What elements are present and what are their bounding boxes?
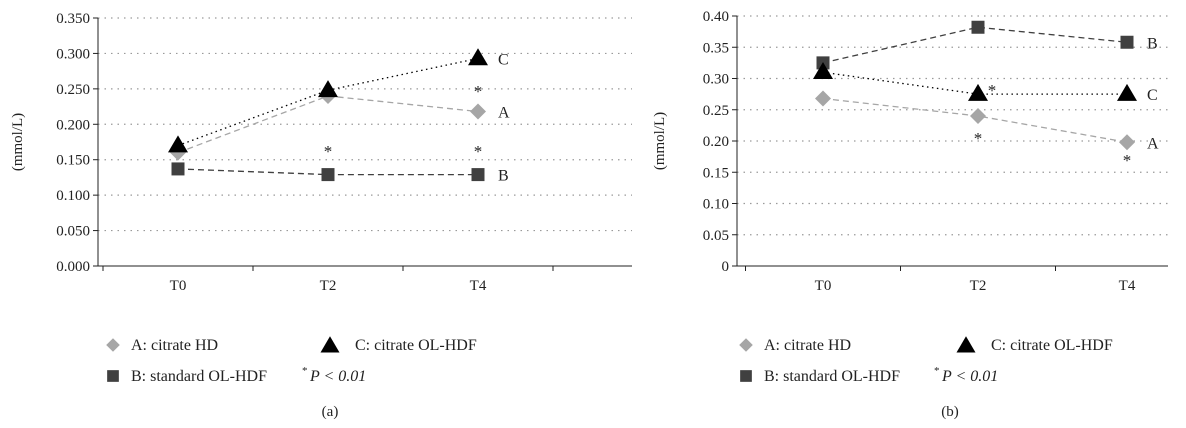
legend-triangle-icon — [956, 336, 976, 353]
series-end-label-C: C — [1147, 87, 1158, 104]
legend-diamond-icon — [739, 338, 753, 352]
data-point-C-T4 — [468, 48, 488, 66]
y-tick-label: 0.05 — [703, 228, 729, 244]
data-point-B-T2 — [321, 168, 335, 182]
series-line-C — [822, 71, 1127, 95]
series-end-label-B: B — [1147, 35, 1158, 52]
data-point-B-T4 — [471, 168, 485, 182]
legend-label: A: citrate HD — [764, 337, 851, 354]
y-tick-label: 0.30 — [703, 72, 729, 88]
data-point-A-T2 — [970, 108, 986, 124]
y-tick-label: 0.35 — [703, 40, 729, 56]
x-tick-label: T0 — [815, 278, 832, 294]
legend-triangle-icon — [320, 336, 340, 353]
data-point-B-T2 — [971, 20, 985, 34]
legend-diamond-icon — [106, 338, 120, 352]
legend-note-star: * — [302, 365, 308, 377]
x-tick-label: T2 — [970, 278, 987, 294]
y-tick-label: 0.250 — [56, 82, 90, 98]
series-end-label-C: C — [498, 51, 509, 68]
x-tick-label: T0 — [170, 278, 187, 294]
panel-label: (b) — [941, 404, 959, 420]
y-tick-label: 0.050 — [56, 224, 90, 240]
legend-note-star: * — [934, 365, 940, 377]
series-line-B — [822, 26, 1128, 64]
x-tick-label: T4 — [1119, 278, 1136, 294]
legend-square-icon — [107, 370, 119, 382]
data-point-B-T0 — [171, 162, 185, 176]
y-tick-label: 0.150 — [56, 153, 90, 169]
y-tick-label: 0.10 — [703, 197, 729, 213]
significance-star: * — [474, 142, 483, 161]
y-tick-label: 0.25 — [703, 103, 729, 119]
y-axis-label: (mmol/L) — [10, 113, 26, 171]
data-point-C-T0 — [813, 62, 833, 80]
significance-star: * — [974, 129, 983, 148]
series-end-label-A: A — [498, 105, 510, 122]
legend-label: A: citrate HD — [131, 337, 218, 354]
series-end-label-A: A — [1147, 135, 1159, 152]
significance-star: * — [324, 142, 333, 161]
x-tick-label: T4 — [470, 278, 487, 294]
y-tick-label: 0.15 — [703, 165, 729, 181]
legend: A: citrate HD C: citrate OL-HDF B: standar… — [106, 336, 477, 385]
legend-square-icon — [740, 370, 752, 382]
y-tick-label: 0 — [722, 259, 730, 275]
y-tick-label: 0.000 — [56, 259, 90, 275]
data-point-C-T0 — [168, 135, 188, 153]
panel-label: (a) — [322, 404, 339, 420]
data-point-C-T4 — [1117, 83, 1137, 101]
data-point-B-T4 — [1120, 35, 1134, 49]
y-axis-label: (mmol/L) — [652, 112, 668, 170]
y-tick-label: 0.300 — [56, 46, 90, 62]
data-point-A-T4 — [470, 103, 486, 120]
data-point-A-T0 — [815, 90, 831, 107]
significance-star: * — [988, 81, 997, 100]
chart-panel-b: 0 0.05 0.10 0.15 0.20 0.25 0.30 0.35 0.40 T0 T2 T4 (… — [652, 9, 1168, 420]
y-tick-label: 0.200 — [56, 117, 90, 133]
legend: A: citrate HD C: citrate OL-HDF B: standar… — [739, 336, 1113, 385]
legend-label: C: citrate OL-HDF — [355, 337, 477, 354]
y-tick-label: 0.350 — [56, 11, 90, 27]
significance-star: * — [474, 82, 483, 101]
chart-panel-a: 0.000 0.050 0.100 0.150 0.200 0.250 0.300 0.350… — [10, 11, 632, 420]
series-end-label-B: B — [498, 168, 509, 185]
y-tick-label: 0.40 — [703, 9, 729, 25]
x-tick-label: T2 — [320, 278, 337, 294]
y-tick-label: 0.20 — [703, 134, 729, 150]
legend-note-text: P < 0.01 — [941, 368, 998, 385]
legend-label: B: standard OL-HDF — [764, 368, 900, 385]
data-point-C-T2 — [968, 83, 988, 101]
legend-label: B: standard OL-HDF — [131, 368, 267, 385]
significance-star: * — [1123, 151, 1132, 170]
data-point-A-T4 — [1119, 134, 1135, 151]
data-point-C-T2 — [318, 80, 338, 98]
legend-note-text: P < 0.01 — [309, 368, 366, 385]
y-tick-label: 0.100 — [56, 188, 90, 204]
legend-label: C: citrate OL-HDF — [991, 337, 1113, 354]
